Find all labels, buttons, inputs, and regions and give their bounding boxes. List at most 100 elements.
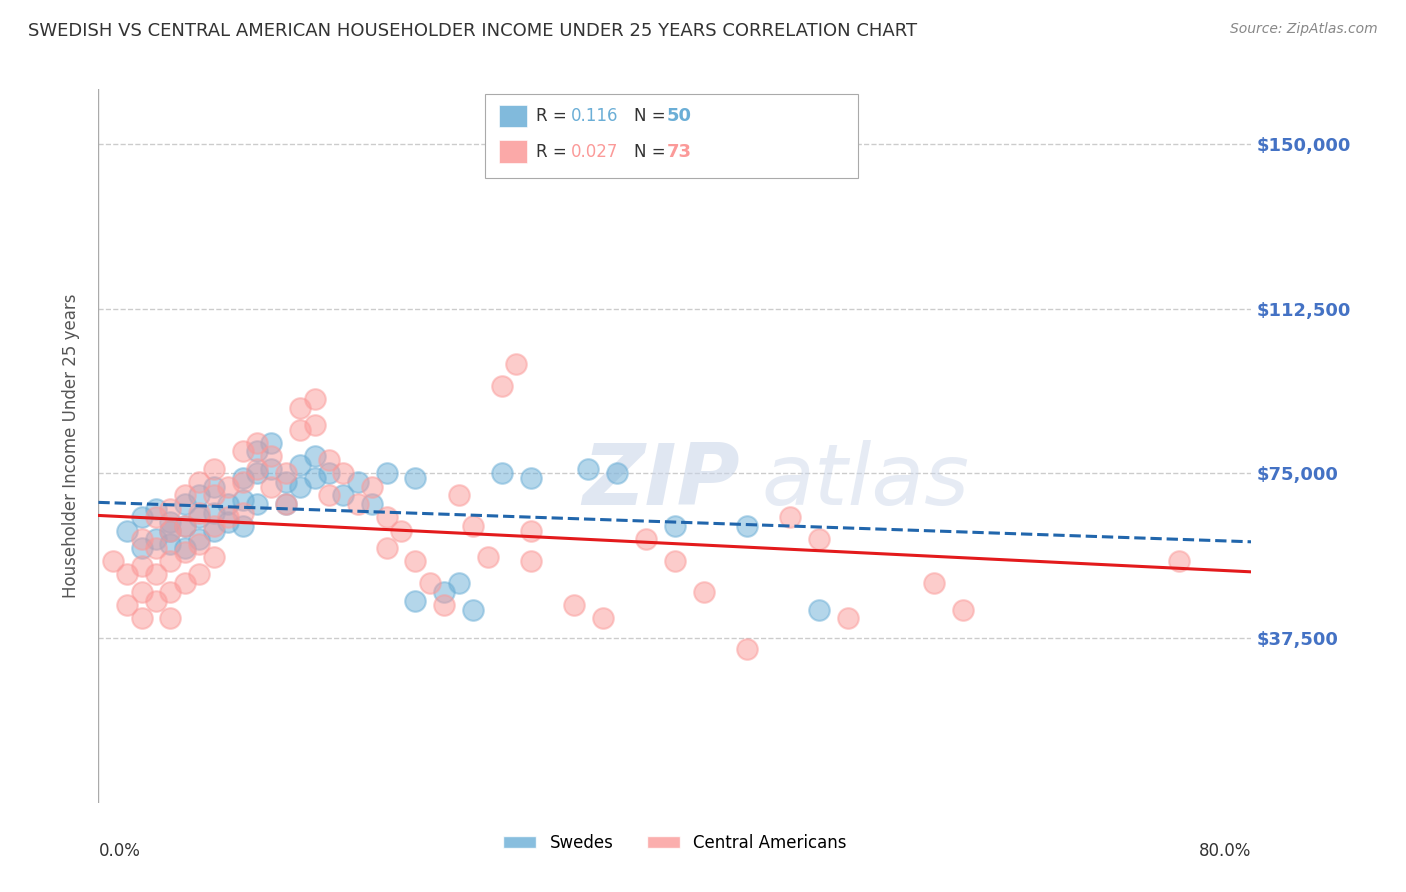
Point xyxy=(131,585,153,599)
Point xyxy=(202,549,225,564)
Point xyxy=(145,567,167,582)
Point xyxy=(145,594,167,608)
Point xyxy=(217,480,239,494)
Point xyxy=(520,471,543,485)
Point xyxy=(592,611,614,625)
Point xyxy=(202,462,225,476)
Point xyxy=(217,497,239,511)
Point xyxy=(274,475,297,490)
Point xyxy=(693,585,716,599)
Point xyxy=(188,475,211,490)
Text: N =: N = xyxy=(634,107,671,125)
Point xyxy=(159,524,181,538)
Point xyxy=(808,602,831,616)
Point xyxy=(231,506,254,520)
Point xyxy=(145,541,167,555)
Point xyxy=(131,533,153,547)
Text: 0.116: 0.116 xyxy=(571,107,619,125)
Point xyxy=(808,533,831,547)
Point xyxy=(246,497,269,511)
Point xyxy=(332,488,354,502)
Point xyxy=(174,519,197,533)
Point xyxy=(174,519,197,533)
Point xyxy=(159,524,181,538)
Point xyxy=(188,567,211,582)
Point xyxy=(375,510,398,524)
Point xyxy=(231,475,254,490)
Point xyxy=(174,576,197,591)
Point xyxy=(174,497,197,511)
Point xyxy=(246,444,269,458)
Point xyxy=(290,480,312,494)
Point xyxy=(159,554,181,568)
Point xyxy=(447,488,470,502)
Point xyxy=(188,510,211,524)
Point xyxy=(202,524,225,538)
Point xyxy=(174,488,197,502)
Point xyxy=(318,467,340,481)
Point xyxy=(447,576,470,591)
Point xyxy=(217,510,239,524)
Point xyxy=(159,585,181,599)
Text: atlas: atlas xyxy=(762,440,969,524)
Legend: Swedes, Central Americans: Swedes, Central Americans xyxy=(496,828,853,859)
Point xyxy=(419,576,441,591)
Point xyxy=(174,541,197,555)
Point xyxy=(346,497,368,511)
Point xyxy=(260,480,283,494)
Point xyxy=(290,401,312,415)
Point xyxy=(405,594,427,608)
Point xyxy=(318,453,340,467)
Point xyxy=(664,554,686,568)
Point xyxy=(188,537,211,551)
Point xyxy=(664,519,686,533)
Text: 80.0%: 80.0% xyxy=(1199,842,1251,860)
Point xyxy=(304,449,326,463)
Point xyxy=(101,554,124,568)
Point xyxy=(188,488,211,502)
Point xyxy=(159,515,181,529)
Point xyxy=(188,533,211,547)
Point xyxy=(520,524,543,538)
Point xyxy=(461,519,484,533)
Text: ZIP: ZIP xyxy=(582,440,741,524)
Point xyxy=(231,492,254,507)
Point xyxy=(188,506,211,520)
Point xyxy=(346,475,368,490)
Point xyxy=(159,611,181,625)
Text: 0.0%: 0.0% xyxy=(98,842,141,860)
Point xyxy=(117,524,139,538)
Point xyxy=(562,598,585,612)
Point xyxy=(131,510,153,524)
Point xyxy=(159,501,181,516)
Point xyxy=(274,467,297,481)
Point xyxy=(246,462,269,476)
Point xyxy=(578,462,600,476)
Point xyxy=(433,598,456,612)
Point xyxy=(304,418,326,433)
Point xyxy=(131,558,153,573)
Point xyxy=(231,471,254,485)
Point xyxy=(131,541,153,555)
Text: R =: R = xyxy=(536,143,572,161)
Point xyxy=(461,602,484,616)
Text: SWEDISH VS CENTRAL AMERICAN HOUSEHOLDER INCOME UNDER 25 YEARS CORRELATION CHART: SWEDISH VS CENTRAL AMERICAN HOUSEHOLDER … xyxy=(28,22,917,40)
Point xyxy=(304,471,326,485)
Point xyxy=(491,378,513,392)
Point xyxy=(924,576,946,591)
Text: 73: 73 xyxy=(666,143,692,161)
Point xyxy=(231,444,254,458)
Point xyxy=(375,467,398,481)
Point xyxy=(246,435,269,450)
Point xyxy=(520,554,543,568)
Point xyxy=(361,497,384,511)
Point xyxy=(260,449,283,463)
Point xyxy=(318,488,340,502)
Point xyxy=(202,506,225,520)
Y-axis label: Householder Income Under 25 years: Householder Income Under 25 years xyxy=(62,293,80,599)
Point xyxy=(145,533,167,547)
Point xyxy=(131,611,153,625)
Point xyxy=(117,598,139,612)
Point xyxy=(159,537,181,551)
Point xyxy=(202,480,225,494)
